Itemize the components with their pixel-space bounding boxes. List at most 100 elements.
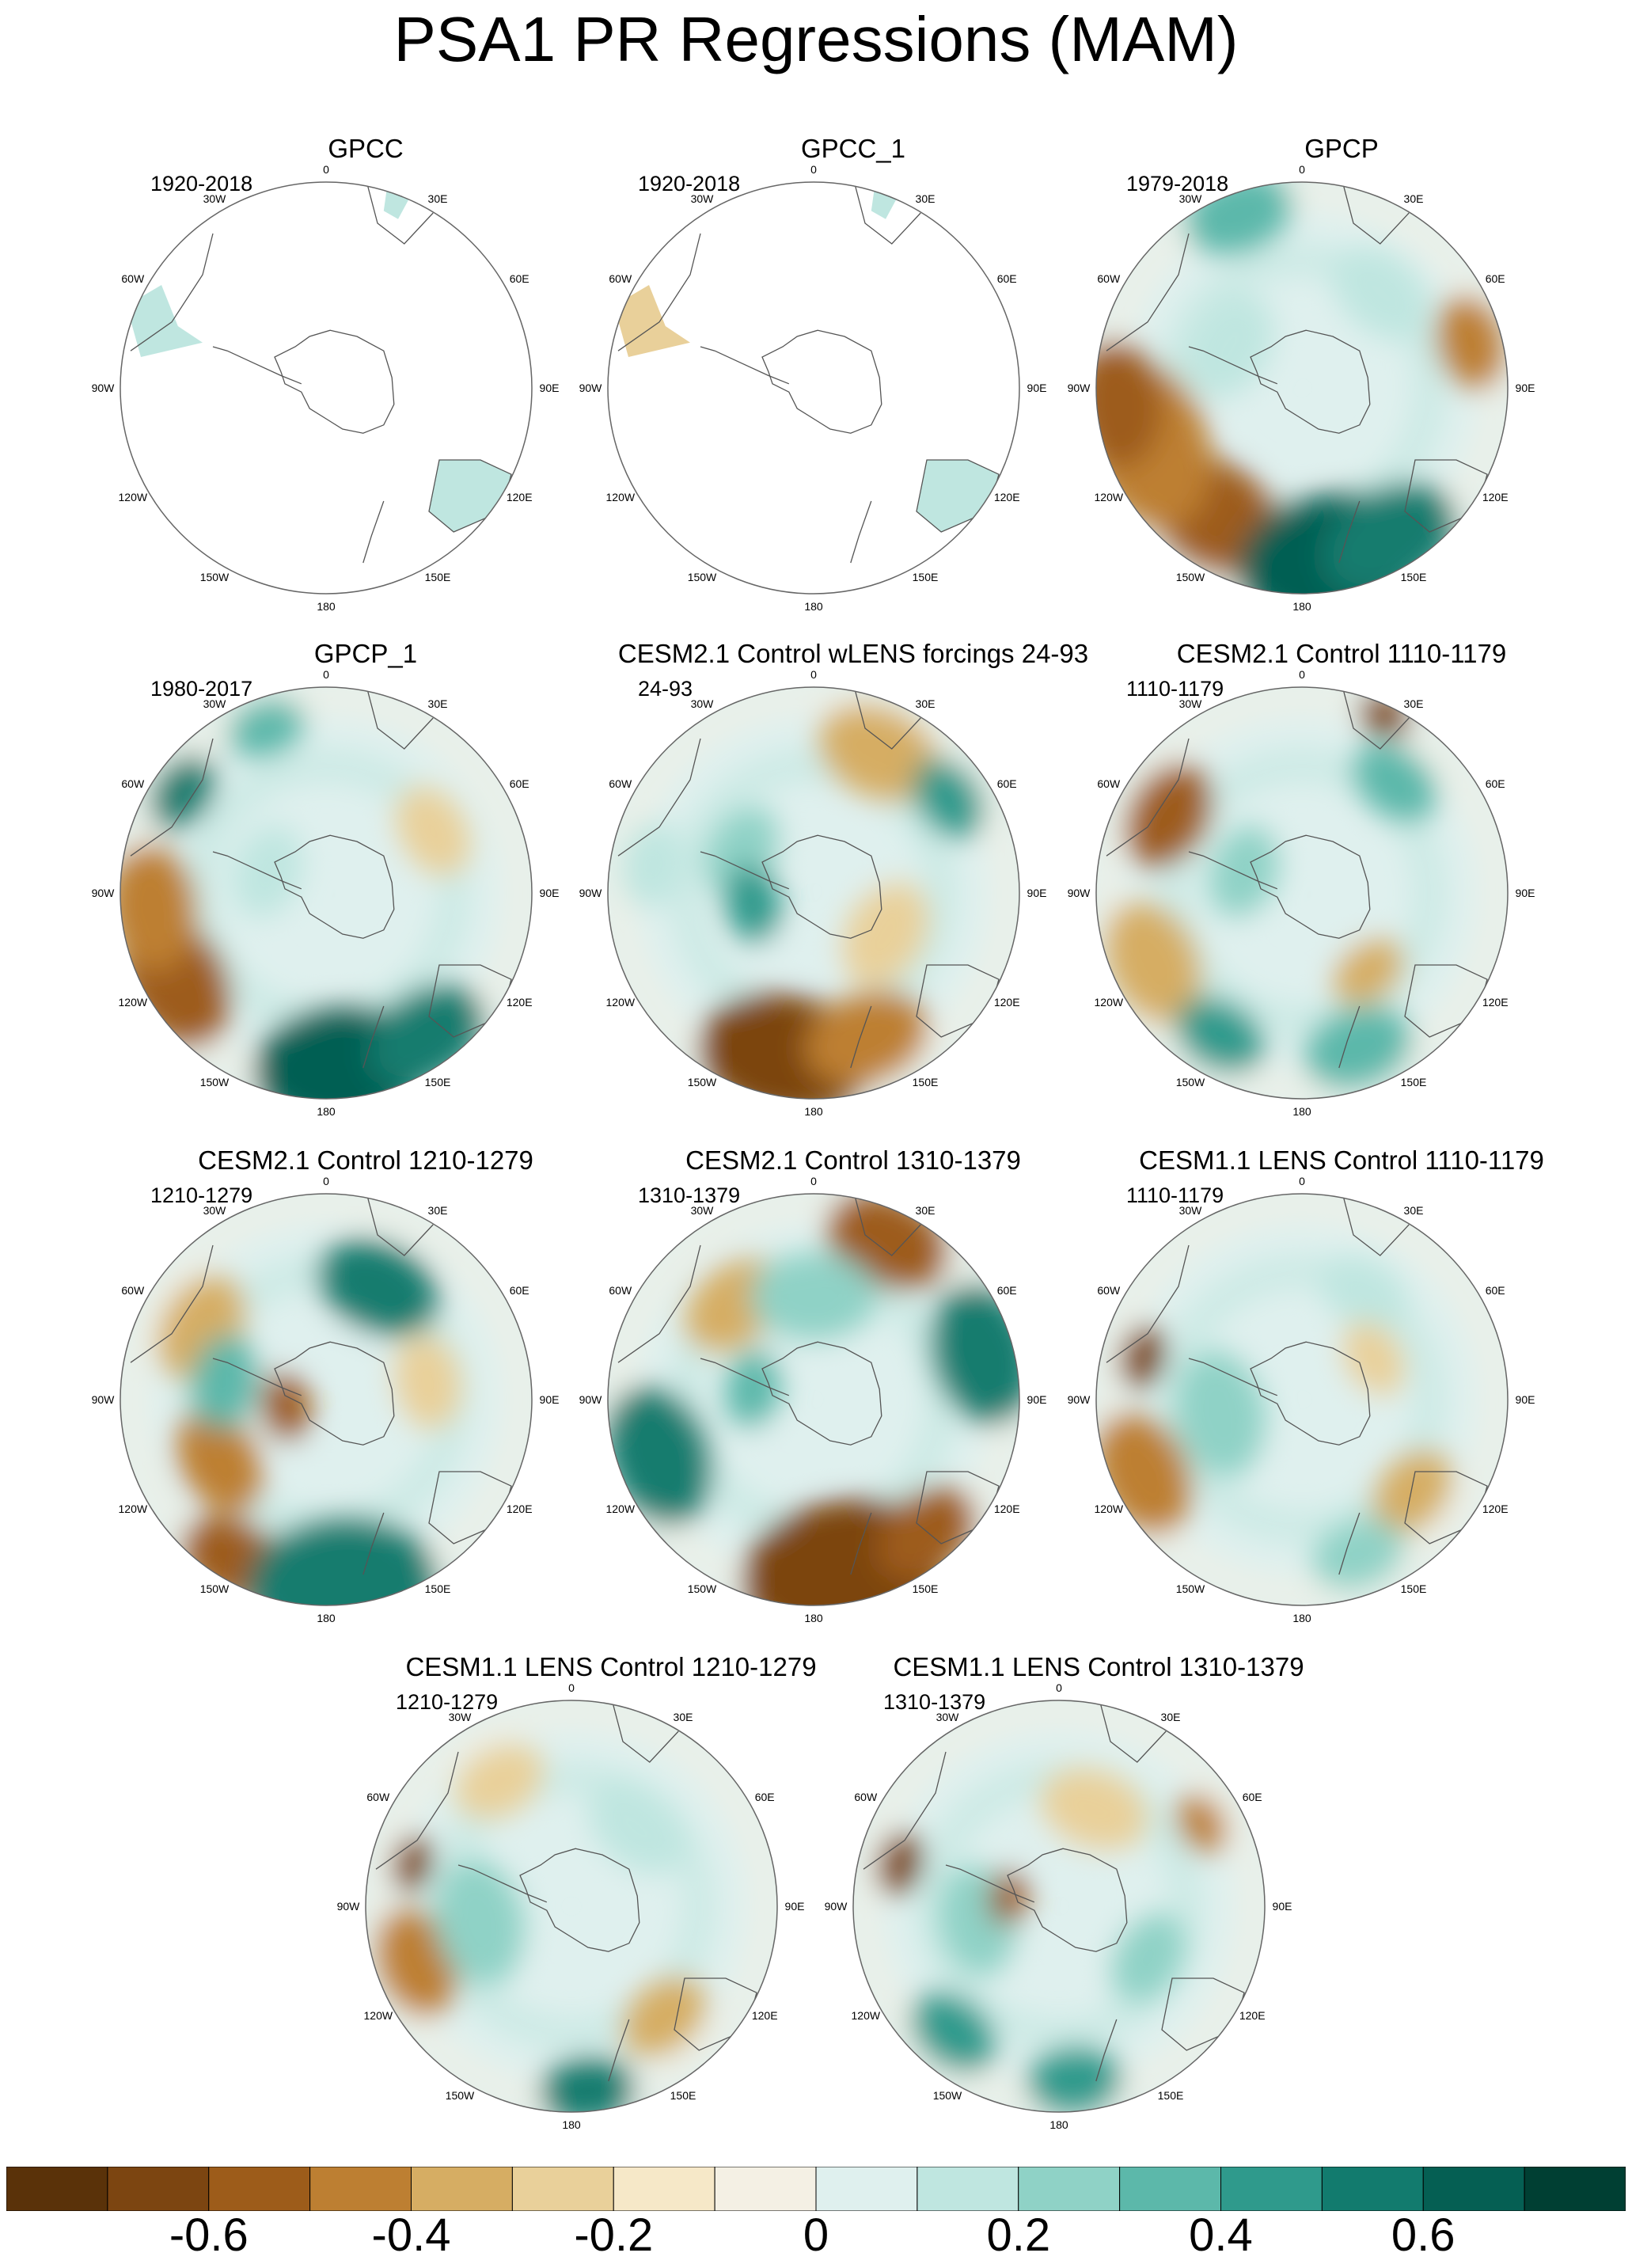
samerica-shading bbox=[613, 285, 690, 357]
longitude-label: 30W bbox=[1179, 1204, 1203, 1217]
map-border bbox=[852, 1700, 1266, 2113]
longitude-label: 0 bbox=[568, 1681, 575, 1694]
panel-period: 1920-2018 bbox=[638, 172, 741, 196]
longitude-label: 120W bbox=[364, 2009, 393, 2022]
longitude-label: 90E bbox=[540, 887, 560, 899]
map-panel: GPCC_1 1920-2018 0 30E 60E 90E 120E 150E 180 150W… bbox=[579, 127, 1099, 633]
longitude-label: 180 bbox=[317, 1612, 336, 1624]
panel-period: 1310-1379 bbox=[883, 1690, 986, 1714]
longitude-label: 120E bbox=[752, 2009, 778, 2022]
longitude-label: 120W bbox=[606, 491, 636, 503]
anomaly-blob bbox=[1040, 1768, 1148, 1851]
longitude-label: 30E bbox=[674, 1711, 693, 1723]
colorbar-segment bbox=[309, 2167, 412, 2211]
longitude-label: 90E bbox=[1273, 1900, 1292, 1913]
longitude-label: 150W bbox=[446, 2089, 475, 2102]
anomaly-blob bbox=[375, 1909, 458, 2016]
anomaly-blob bbox=[1110, 1913, 1186, 2003]
colorbar-segment bbox=[1119, 2167, 1222, 2211]
longitude-label: 60W bbox=[121, 1284, 145, 1297]
longitude-label: 150E bbox=[1401, 1076, 1427, 1088]
samerica-coastline bbox=[1106, 233, 1190, 351]
antarctica-coastline bbox=[274, 329, 395, 434]
polar-map: 0 30E 60E 90E 120E 150E 180 150W 120W 90W 60W 30W bbox=[92, 163, 560, 613]
antarctica-coastline bbox=[1007, 1848, 1128, 1952]
map-border bbox=[1095, 686, 1509, 1100]
longitude-label: 150W bbox=[933, 2089, 962, 2102]
anomaly-blob bbox=[818, 705, 939, 802]
longitude-label: 120W bbox=[852, 2009, 881, 2022]
longitude-label: 120E bbox=[507, 491, 533, 503]
longitude-label: 150E bbox=[913, 571, 939, 583]
anomaly-blob bbox=[750, 1252, 877, 1341]
longitude-label: 150W bbox=[1176, 1582, 1205, 1595]
map-background bbox=[120, 182, 532, 594]
anomaly-blob bbox=[1352, 743, 1437, 822]
africa-coastline bbox=[612, 1702, 679, 1763]
anomaly-ring bbox=[1158, 1256, 1446, 1544]
anomaly-blob bbox=[1125, 764, 1213, 868]
longitude-label: 0 bbox=[1299, 668, 1305, 681]
colorbar-tick-label: 0.4 bbox=[1189, 2209, 1253, 2261]
peninsula-coastline bbox=[212, 851, 302, 890]
precip-anomaly-field bbox=[608, 687, 1019, 1099]
samerica-coastline bbox=[863, 1751, 947, 1870]
anomaly-blob bbox=[608, 1386, 712, 1525]
anomaly-blob bbox=[454, 1744, 545, 1819]
longitude-label: 120E bbox=[994, 491, 1020, 503]
longitude-label: 30W bbox=[449, 1711, 473, 1723]
anomaly-ring bbox=[1158, 749, 1446, 1037]
longitude-label: 120W bbox=[119, 491, 148, 503]
antarctica-coastline bbox=[1250, 329, 1371, 434]
longitude-label: 30E bbox=[428, 697, 448, 710]
map-border bbox=[1095, 1193, 1509, 1606]
longitude-label: 60E bbox=[755, 1791, 775, 1803]
anomaly-blob bbox=[260, 1371, 311, 1442]
anomaly-blob bbox=[227, 699, 305, 758]
longitude-label: 30W bbox=[936, 1711, 960, 1723]
anomaly-blob bbox=[1332, 246, 1431, 340]
colorbar-segment bbox=[1220, 2167, 1323, 2211]
longitude-label: 120E bbox=[1482, 1503, 1509, 1515]
longitude-label: 60E bbox=[510, 272, 529, 285]
antarctica-coastline bbox=[761, 1341, 882, 1446]
samerica-coastline bbox=[1106, 1244, 1190, 1363]
longitude-label: 150W bbox=[688, 1582, 717, 1595]
longitude-label: 60E bbox=[510, 777, 529, 790]
longitude-label: 30W bbox=[691, 192, 715, 205]
anomaly-blob bbox=[1027, 2047, 1122, 2112]
panel-period: 1210-1279 bbox=[396, 1690, 499, 1714]
colorbar-segment bbox=[1321, 2167, 1424, 2211]
polar-map: 0 30E 60E 90E 120E 150E 180 150W 120W 90W 60W 30W bbox=[337, 1681, 805, 2131]
figure-title: PSA1 PR Regressions (MAM) bbox=[393, 4, 1239, 74]
longitude-label: 90E bbox=[1027, 1393, 1047, 1406]
colorbar-segment bbox=[411, 2167, 513, 2211]
longitude-label: 120E bbox=[507, 996, 533, 1009]
longitude-label: 30E bbox=[916, 192, 936, 205]
anomaly-blob bbox=[588, 1780, 687, 1874]
longitude-label: 150E bbox=[1401, 1582, 1427, 1595]
colorbar-tick-label: -0.6 bbox=[169, 2209, 249, 2261]
panel-period: 1110-1179 bbox=[1126, 677, 1224, 701]
longitude-label: 150W bbox=[1176, 571, 1205, 583]
map-border bbox=[365, 1700, 778, 2113]
anomaly-blob bbox=[393, 1334, 461, 1429]
longitude-label: 60W bbox=[1097, 777, 1121, 790]
longitude-label: 150E bbox=[425, 1076, 451, 1088]
longitude-label: 60W bbox=[366, 1791, 390, 1803]
peninsula-coastline bbox=[700, 346, 790, 385]
longitude-label: 150E bbox=[913, 1582, 939, 1595]
newzealand-coastline bbox=[362, 1005, 385, 1069]
panel-title: GPCP_1 bbox=[313, 639, 418, 668]
map-border bbox=[1095, 181, 1509, 595]
anomaly-blob bbox=[724, 864, 781, 944]
longitude-label: 30W bbox=[203, 192, 227, 205]
antarctica-coastline bbox=[274, 834, 395, 939]
colorbar-tick-label: -0.4 bbox=[371, 2209, 451, 2261]
longitude-label: 0 bbox=[323, 163, 329, 176]
anomaly-blob bbox=[392, 1836, 433, 1891]
polar-map: 0 30E 60E 90E 120E 150E 180 150W 120W 90W 60W 30W bbox=[579, 668, 1047, 1118]
anomaly-blob bbox=[395, 786, 471, 876]
peninsula-coastline bbox=[1188, 346, 1278, 385]
colorbar-segment bbox=[613, 2167, 715, 2211]
